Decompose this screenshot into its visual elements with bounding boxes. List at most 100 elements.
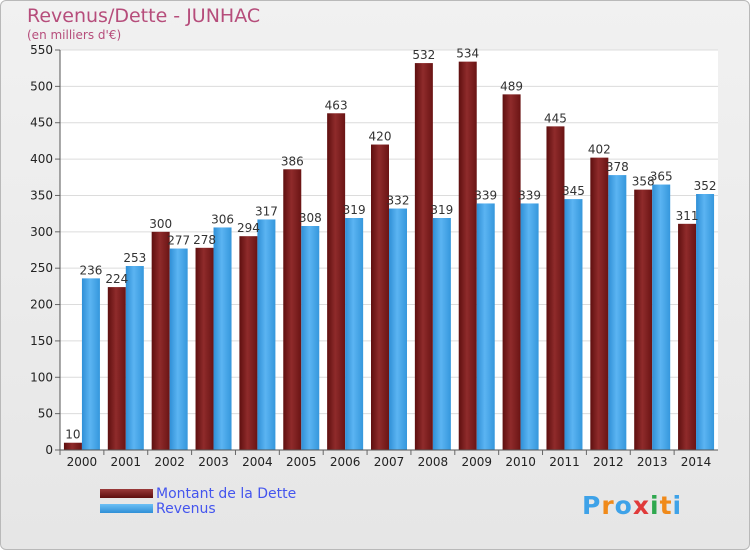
x-tick-label: 2003	[198, 455, 229, 469]
x-tick-label: 2006	[330, 455, 361, 469]
data-label-revenue: 339	[518, 188, 541, 202]
bar-revenue	[476, 203, 495, 450]
bar-debt	[371, 144, 389, 450]
data-label-revenue: 253	[123, 251, 146, 265]
data-label-debt: 489	[500, 79, 523, 93]
y-tick-label: 150	[30, 334, 53, 348]
data-label-revenue: 352	[694, 179, 717, 193]
legend-item-debt: Montant de la Dette	[100, 486, 296, 501]
x-tick-label: 2004	[242, 455, 273, 469]
x-tick-label: 2010	[505, 455, 536, 469]
data-label-debt: 463	[325, 98, 348, 112]
bar-revenue	[564, 199, 583, 450]
bar-debt	[107, 287, 126, 450]
bar-debt	[678, 223, 697, 450]
bar-debt	[63, 442, 82, 450]
data-label-revenue: 345	[562, 184, 585, 198]
data-label-revenue: 236	[79, 263, 102, 277]
bar-revenue	[125, 266, 144, 450]
data-label-debt: 10	[65, 428, 80, 442]
legend-swatch-debt	[100, 489, 153, 498]
data-label-debt: 311	[676, 209, 699, 223]
x-tick-label: 2011	[549, 455, 580, 469]
bar-debt	[546, 126, 565, 450]
bar-debt	[634, 189, 653, 451]
y-tick-label: 0	[45, 443, 53, 457]
bar-revenue	[81, 278, 100, 450]
bar-debt	[283, 169, 302, 451]
x-tick-label: 2013	[637, 455, 668, 469]
x-tick-label: 2001	[111, 455, 142, 469]
logo-letter: t	[659, 491, 673, 520]
data-label-revenue: 378	[606, 160, 629, 174]
data-label-revenue: 339	[474, 188, 497, 202]
logo-letter: i	[650, 491, 660, 520]
logo-letter: r	[601, 491, 615, 520]
bar-revenue	[345, 218, 364, 450]
data-label-debt: 402	[588, 143, 611, 157]
x-tick-label: 2009	[461, 455, 492, 469]
x-tick-label: 2005	[286, 455, 317, 469]
data-label-revenue: 306	[211, 212, 234, 226]
x-tick-label: 2012	[593, 455, 624, 469]
bar-debt	[590, 157, 609, 451]
y-tick-label: 300	[30, 225, 53, 239]
bar-revenue	[301, 226, 320, 450]
y-tick-label: 200	[30, 298, 53, 312]
bar-debt	[195, 247, 214, 450]
logo-letter: P	[582, 491, 602, 520]
bar-debt	[327, 113, 346, 450]
x-tick-label: 2008	[418, 455, 449, 469]
bar-revenue	[432, 218, 451, 450]
bar-revenue	[520, 203, 539, 450]
data-label-revenue: 319	[343, 203, 366, 217]
chart-title: Revenus/Dette - JUNHAC	[27, 5, 261, 27]
logo-letter: x	[632, 491, 650, 520]
legend: Montant de la Dette Revenus	[100, 486, 296, 516]
data-label-revenue: 277	[167, 234, 190, 248]
bar-revenue	[608, 175, 627, 450]
data-label-debt: 532	[412, 48, 435, 62]
data-label-debt: 534	[456, 47, 479, 61]
data-label-debt: 386	[281, 154, 304, 168]
bar-revenue	[696, 194, 715, 450]
chart-subtitle: (en milliers d'€)	[27, 28, 122, 42]
data-label-revenue: 319	[430, 203, 453, 217]
y-tick-label: 100	[30, 370, 53, 384]
legend-item-revenue: Revenus	[100, 501, 296, 516]
bar-revenue	[389, 208, 407, 450]
logo-letter: i	[672, 491, 683, 520]
y-tick-label: 250	[30, 261, 53, 275]
x-tick-label: 2014	[681, 455, 712, 469]
bar-debt	[458, 61, 477, 451]
data-label-debt: 224	[105, 272, 128, 286]
bar-revenue	[169, 248, 188, 450]
bar-debt	[414, 63, 433, 450]
legend-label-debt: Montant de la Dette	[156, 485, 297, 502]
y-tick-label: 50	[38, 407, 53, 421]
bar-revenue	[213, 227, 232, 450]
x-tick-label: 2000	[67, 455, 98, 469]
y-tick-label: 400	[30, 152, 53, 166]
data-label-revenue: 332	[387, 194, 410, 208]
y-tick-label: 450	[30, 116, 53, 130]
bar-debt	[239, 236, 258, 450]
proxiti-logo: Proxiti	[582, 491, 682, 520]
data-label-debt: 358	[632, 175, 655, 189]
bar-revenue	[257, 219, 276, 450]
legend-swatch-revenue	[100, 504, 153, 513]
data-label-revenue: 317	[255, 204, 278, 218]
x-tick-label: 2007	[374, 455, 405, 469]
data-label-revenue: 308	[299, 211, 322, 225]
bar-debt	[502, 94, 521, 450]
data-label-debt: 300	[149, 217, 172, 231]
y-tick-label: 500	[30, 79, 53, 93]
y-tick-label: 350	[30, 188, 53, 202]
logo-letter: o	[614, 491, 633, 520]
bar-debt	[151, 231, 170, 450]
x-tick-label: 2002	[154, 455, 185, 469]
bar-revenue	[652, 184, 671, 450]
data-label-debt: 278	[193, 233, 216, 247]
data-label-debt: 445	[544, 111, 567, 125]
